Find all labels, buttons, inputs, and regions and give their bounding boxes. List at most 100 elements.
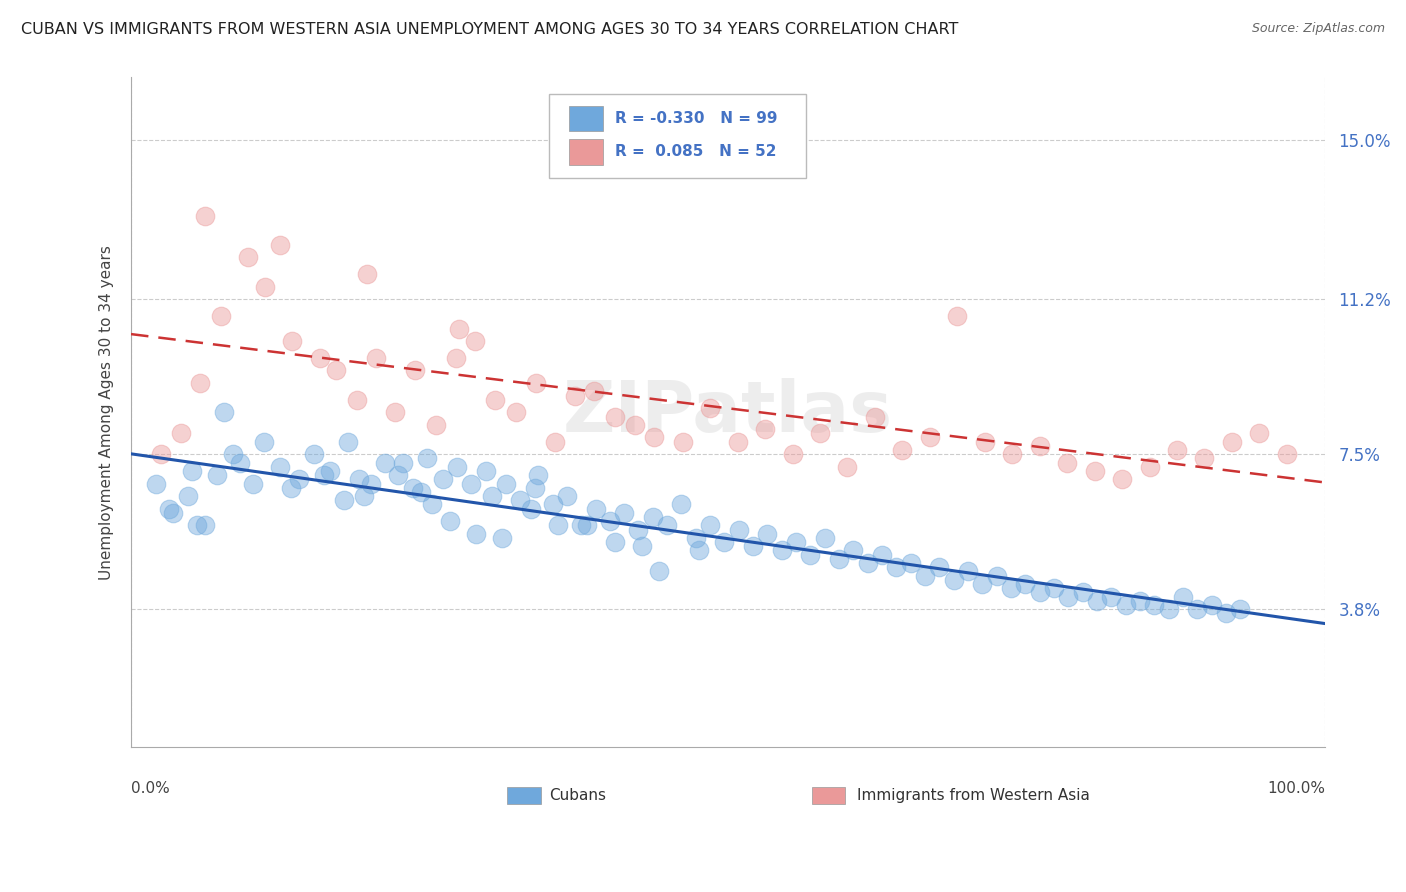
Point: [727, 523, 749, 537]
Point: [186, 518, 208, 533]
Point: [756, 526, 779, 541]
Point: [914, 568, 936, 582]
Point: [319, 464, 342, 478]
Point: [1201, 598, 1223, 612]
Point: [314, 468, 336, 483]
Point: [569, 518, 592, 533]
Point: [842, 543, 865, 558]
FancyBboxPatch shape: [508, 788, 540, 805]
Point: [252, 434, 274, 449]
Point: [145, 476, 167, 491]
Point: [364, 351, 387, 365]
Point: [643, 430, 665, 444]
Point: [972, 577, 994, 591]
Point: [1056, 456, 1078, 470]
Point: [685, 531, 707, 545]
Point: [346, 392, 368, 407]
Point: [1215, 607, 1237, 621]
Point: [672, 434, 695, 449]
Point: [1171, 590, 1194, 604]
Point: [863, 409, 886, 424]
Point: [1111, 472, 1133, 486]
Point: [280, 481, 302, 495]
Point: [957, 565, 980, 579]
Point: [837, 459, 859, 474]
Point: [1000, 581, 1022, 595]
Point: [603, 535, 626, 549]
Point: [627, 523, 650, 537]
FancyBboxPatch shape: [548, 95, 806, 178]
Text: Source: ZipAtlas.com: Source: ZipAtlas.com: [1251, 22, 1385, 36]
Point: [1139, 459, 1161, 474]
Point: [527, 468, 550, 483]
Point: [465, 526, 488, 541]
Point: [353, 489, 375, 503]
Point: [212, 405, 235, 419]
Point: [1014, 577, 1036, 591]
Text: R = -0.330   N = 99: R = -0.330 N = 99: [614, 111, 778, 126]
Point: [387, 468, 409, 483]
Point: [1143, 598, 1166, 612]
Point: [576, 518, 599, 533]
Point: [785, 535, 807, 549]
Point: [928, 560, 950, 574]
Y-axis label: Unemployment Among Ages 30 to 34 years: Unemployment Among Ages 30 to 34 years: [100, 245, 114, 580]
Point: [1084, 464, 1107, 478]
Point: [648, 565, 671, 579]
Point: [631, 539, 654, 553]
Text: Cubans: Cubans: [548, 788, 606, 803]
Point: [149, 447, 172, 461]
Point: [404, 363, 426, 377]
Point: [699, 401, 721, 416]
Point: [1220, 434, 1243, 449]
Point: [269, 238, 291, 252]
Point: [1071, 585, 1094, 599]
Point: [194, 209, 217, 223]
Point: [332, 493, 354, 508]
Point: [713, 535, 735, 549]
Point: [1099, 590, 1122, 604]
Point: [392, 456, 415, 470]
Point: [1057, 590, 1080, 604]
Point: [446, 459, 468, 474]
Point: [1085, 593, 1108, 607]
Point: [205, 468, 228, 483]
Point: [555, 489, 578, 503]
Point: [337, 434, 360, 449]
Text: CUBAN VS IMMIGRANTS FROM WESTERN ASIA UNEMPLOYMENT AMONG AGES 30 TO 34 YEARS COR: CUBAN VS IMMIGRANTS FROM WESTERN ASIA UN…: [21, 22, 959, 37]
Point: [814, 531, 837, 545]
Point: [1028, 439, 1050, 453]
Point: [194, 518, 217, 533]
Text: R =  0.085   N = 52: R = 0.085 N = 52: [614, 145, 776, 160]
Point: [444, 351, 467, 365]
Point: [541, 498, 564, 512]
Point: [870, 548, 893, 562]
Point: [505, 405, 527, 419]
Point: [641, 510, 664, 524]
Point: [585, 501, 607, 516]
Point: [583, 384, 606, 399]
Point: [449, 321, 471, 335]
Point: [1001, 447, 1024, 461]
Point: [613, 506, 636, 520]
Point: [655, 518, 678, 533]
Point: [799, 548, 821, 562]
Point: [754, 422, 776, 436]
Point: [288, 472, 311, 486]
Point: [891, 443, 914, 458]
Point: [942, 573, 965, 587]
Point: [495, 476, 517, 491]
Text: ZIPatlas: ZIPatlas: [562, 378, 893, 447]
Point: [325, 363, 347, 377]
Point: [856, 556, 879, 570]
Point: [484, 392, 506, 407]
Point: [624, 417, 647, 432]
Point: [1249, 426, 1271, 441]
Point: [1028, 585, 1050, 599]
Point: [474, 464, 496, 478]
Point: [986, 568, 1008, 582]
Point: [1229, 602, 1251, 616]
Point: [157, 501, 180, 516]
Point: [973, 434, 995, 449]
Point: [464, 334, 486, 348]
